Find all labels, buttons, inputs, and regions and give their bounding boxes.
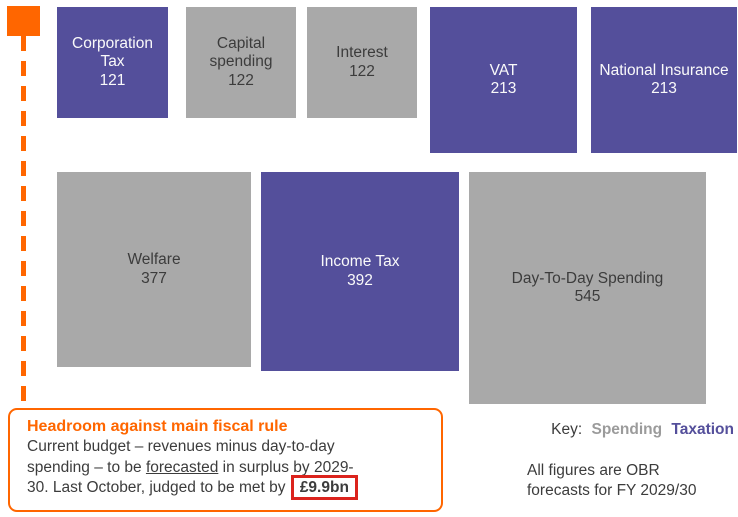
block-corporation-tax: Corporation Tax 121 <box>57 7 168 118</box>
obr-note: All figures are OBR forecasts for FY 202… <box>527 461 696 500</box>
dashed-connector-line <box>21 36 26 408</box>
block-label: Capital spending <box>209 35 273 71</box>
legend-taxation-label: Taxation <box>671 421 734 438</box>
headroom-value-highlight: £9.9bn <box>290 475 358 500</box>
block-value: 213 <box>490 80 517 97</box>
annotation-line-3: 30. Last October, judged to be met by £9… <box>27 475 429 500</box>
block-capital-spending: Capital spending 122 <box>186 7 296 118</box>
block-label: Income Tax <box>320 253 400 271</box>
block-value: 213 <box>651 80 677 97</box>
block-national-insurance: National Insurance 213 <box>591 7 737 153</box>
underlined-forecasted: forecasted <box>145 458 219 476</box>
block-interest: Interest 122 <box>307 7 417 118</box>
block-vat: VAT 213 <box>430 7 577 153</box>
block-label: Corporation Tax <box>72 35 153 71</box>
annotation-line-1: Current budget – revenues minus day-to-d… <box>27 438 335 455</box>
block-value: 122 <box>349 62 375 80</box>
annotation-title: Headroom against main fiscal rule <box>27 418 288 435</box>
obr-note-line-2: forecasts for FY 2029/30 <box>527 481 697 499</box>
annotation-line-2: spending – to be forecasted in surplus b… <box>27 458 354 476</box>
block-value: 545 <box>574 288 601 305</box>
legend: Key: Spending Taxation <box>460 421 734 439</box>
block-value: 122 <box>228 71 254 89</box>
block-label: Day-To-Day Spending <box>511 269 664 287</box>
orange-marker-square <box>7 6 40 36</box>
block-value: 392 <box>347 271 373 289</box>
block-income-tax: Income Tax 392 <box>261 172 459 371</box>
legend-spending-label: Spending <box>591 421 663 438</box>
block-welfare: Welfare 377 <box>57 172 251 367</box>
block-label: Welfare <box>127 251 181 269</box>
obr-note-line-1: All figures are OBR <box>527 462 660 479</box>
block-label: VAT <box>489 61 518 79</box>
block-label: National Insurance <box>599 61 729 79</box>
block-value: 121 <box>99 71 126 89</box>
block-day-to-day-spending: Day-To-Day Spending 545 <box>469 172 706 404</box>
headroom-annotation-box: Headroom against main fiscal rule Curren… <box>8 408 443 512</box>
block-label: Interest <box>336 44 388 62</box>
block-value: 377 <box>141 269 167 287</box>
legend-key-label: Key: <box>551 421 583 438</box>
